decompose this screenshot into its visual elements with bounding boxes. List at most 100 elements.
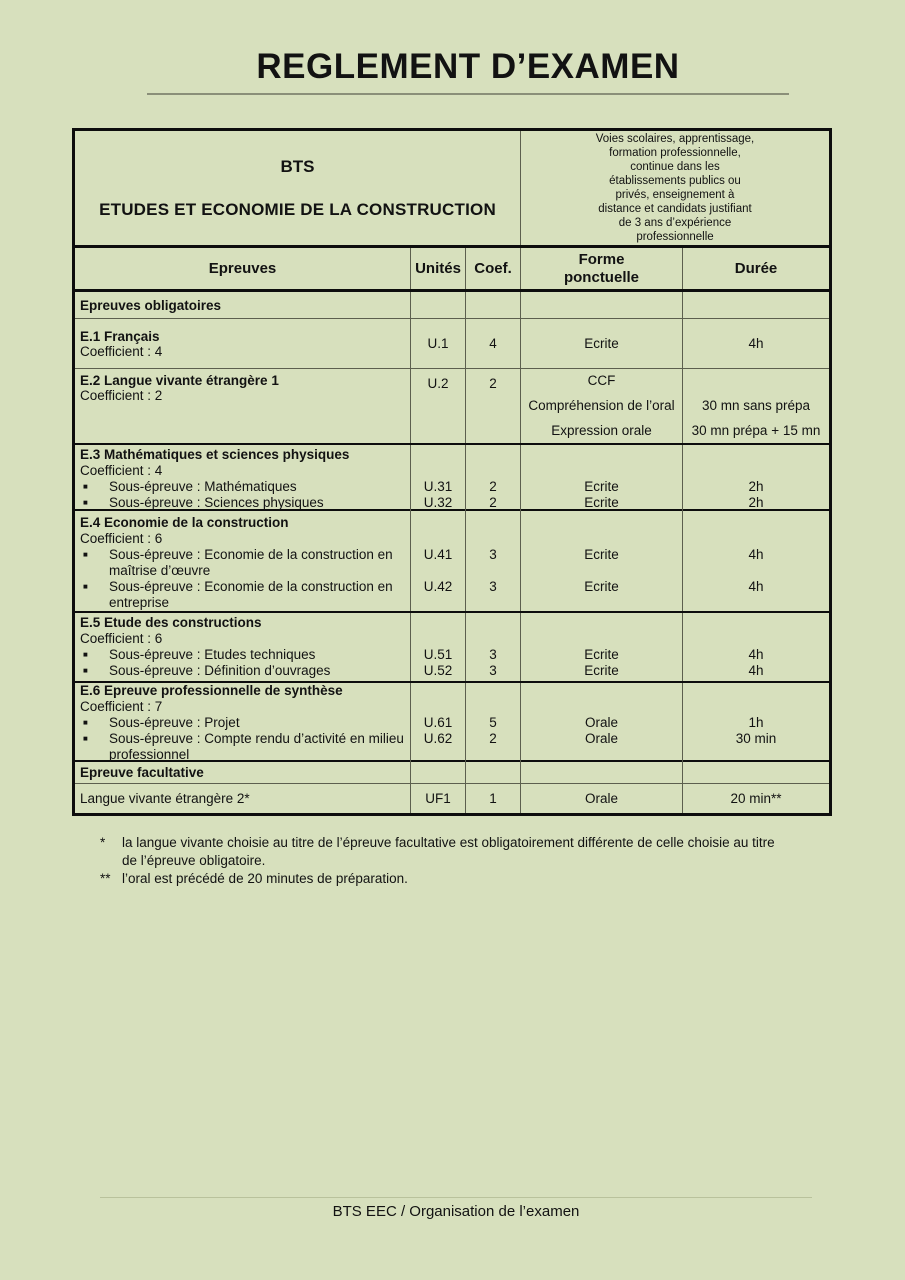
e6-sub2-duree: 30 min: [735, 731, 777, 746]
row-e1-francais: E.1 Français Coefficient : 4 U.1 4 Ecrit…: [75, 318, 829, 368]
e3-coef-cell: 2 2: [465, 445, 520, 511]
e6-sub1-duree: 1h: [748, 715, 764, 730]
e4-sub1-coef: 3: [489, 547, 497, 562]
e6-duree-cell: 1h 30 min: [682, 683, 829, 763]
e6-coef-cell: 5 2: [465, 683, 520, 763]
e4-sub2-coef: 3: [489, 579, 497, 594]
footnote-2: ** l’oral est précédé de 20 minutes de p…: [100, 870, 790, 888]
e3-sub1-duree: 2h: [748, 479, 764, 494]
footnote-2-text: l’oral est précédé de 20 minutes de prép…: [122, 871, 408, 886]
program-title: ETUDES ET ECONOMIE DE LA CONSTRUCTION: [99, 199, 496, 219]
e4-coef-cell: 3 3: [465, 511, 520, 611]
e5-sub1-forme: Ecrite: [584, 647, 619, 662]
e6-sub2-forme: Orale: [584, 731, 618, 746]
e6-sub1: ■ Sous-épreuve : Projet: [80, 715, 240, 731]
e3-duree-cell: 2h 2h: [682, 445, 829, 511]
e3-sub2-forme: Ecrite: [584, 495, 619, 510]
e2-forme-ccf: CCF: [587, 373, 616, 388]
footer-text: BTS EEC / Organisation de l’examen: [332, 1203, 580, 1220]
e2-coef: 2: [465, 369, 520, 443]
bullet-icon: ■: [83, 550, 88, 559]
bullet-icon: ■: [83, 650, 88, 659]
header-duree: Durée: [682, 248, 829, 289]
e5-sub1-coef: 3: [489, 647, 497, 662]
row-e3-mathematiques: E.3 Mathématiques et sciences physiques …: [75, 443, 829, 511]
footnote-2-marker: **: [100, 871, 111, 886]
e4-sub1-unite: U.41: [423, 547, 453, 562]
e6-sub2-unite: U.62: [423, 731, 453, 746]
footnotes: * la langue vivante choisie au titre de …: [100, 834, 790, 888]
row-e4-economie: E.4 Economie de la construction Coeffici…: [75, 509, 829, 611]
e4-sub2-forme: Ecrite: [584, 579, 619, 594]
title-block: REGLEMENT D’EXAMEN: [147, 46, 789, 95]
row-epreuves-obligatoires: Epreuves obligatoires: [75, 289, 829, 318]
e6-sub1-coef: 5: [489, 715, 497, 730]
e2-duree-expression: 30 mn prépa + 15 mn: [691, 423, 821, 438]
e5-title: E.5 Etude des constructions: [80, 615, 262, 630]
e4-sub2-unite: U.42: [423, 579, 453, 594]
bts-label: BTS: [280, 156, 315, 176]
e4-sub1-duree: 4h: [748, 547, 764, 562]
e6-forme-cell: Orale Orale: [520, 683, 682, 763]
e5-sub2-duree: 4h: [748, 663, 764, 678]
e6-title: E.6 Epreuve professionnelle de synthèse: [80, 683, 343, 698]
footnote-1: * la langue vivante choisie au titre de …: [100, 834, 790, 870]
bullet-icon: ■: [83, 582, 88, 591]
obligatoires-label: Epreuves obligatoires: [80, 297, 222, 313]
header-forme-ponctuelle: Forme ponctuelle: [520, 248, 682, 289]
e2-title: E.2 Langue vivante étrangère 1: [80, 373, 279, 388]
e5-sub1-label: Sous-épreuve : Etudes techniques: [109, 647, 316, 662]
e3-sub1-coef: 2: [489, 479, 497, 494]
lv2-forme: Orale: [520, 784, 682, 813]
table-header-row: Epreuves Unités Coef. Forme ponctuelle D…: [75, 245, 829, 289]
e3-sub1: ■ Sous-épreuve : Mathématiques: [80, 479, 297, 495]
e6-sub2: ■ Sous-épreuve : Compte rendu d’activité…: [80, 731, 404, 763]
e5-unites-cell: U.51 U.52: [410, 613, 465, 681]
lv2-coef: 1: [465, 784, 520, 813]
page-title: REGLEMENT D’EXAMEN: [256, 47, 680, 86]
e1-unite: U.1: [410, 319, 465, 368]
e4-sub1-label: Sous-épreuve : Economie de la constructi…: [109, 547, 393, 578]
e5-sub2-unite: U.52: [423, 663, 453, 678]
page-footer: BTS EEC / Organisation de l’examen: [100, 1197, 812, 1220]
bullet-icon: ■: [83, 734, 88, 743]
bullet-icon: ■: [83, 666, 88, 675]
e2-coeff: Coefficient : 2: [80, 388, 163, 403]
e5-coef-cell: 3 3: [465, 613, 520, 681]
e4-sub1-forme: Ecrite: [584, 547, 619, 562]
e4-unites-cell: U.41 U.42: [410, 511, 465, 611]
e2-forme-comprehension: Compréhension de l’oral: [528, 398, 675, 413]
e5-sub1-unite: U.51: [423, 647, 453, 662]
title-underline: [147, 93, 789, 95]
header-coef: Coef.: [465, 248, 520, 289]
e4-sub2: ■ Sous-épreuve : Economie de la construc…: [80, 579, 393, 611]
e3-unites-cell: U.31 U.32: [410, 445, 465, 511]
e4-sub1: ■ Sous-épreuve : Economie de la construc…: [80, 547, 393, 579]
row-e5-etude-constructions: E.5 Etude des constructions Coefficient …: [75, 611, 829, 681]
e4-duree-cell: 4h 4h: [682, 511, 829, 611]
e2-unite: U.2: [410, 369, 465, 443]
e5-sub2-forme: Ecrite: [584, 663, 619, 678]
e1-duree: 4h: [682, 319, 829, 368]
e2-duree-comprehension: 30 mn sans prépa: [701, 398, 811, 413]
exam-regulation-table: BTS ETUDES ET ECONOMIE DE LA CONSTRUCTIO…: [72, 128, 832, 816]
e6-sub2-coef: 2: [489, 731, 497, 746]
e1-coeff: Coefficient : 4: [80, 343, 163, 359]
e3-coeff: Coefficient : 4: [80, 463, 163, 478]
row-e6-epreuve-professionnelle: E.6 Epreuve professionnelle de synthèse …: [75, 681, 829, 763]
row-e2-langue-vivante-1: E.2 Langue vivante étrangère 1 Coefficie…: [75, 368, 829, 443]
lv2-unite: UF1: [410, 784, 465, 813]
footer-rule: [100, 1197, 812, 1198]
bullet-icon: ■: [83, 482, 88, 491]
facultative-label: Epreuve facultative: [80, 765, 204, 780]
e6-sub2-label: Sous-épreuve : Compte rendu d’activité e…: [109, 731, 404, 762]
footnote-1-text: la langue vivante choisie au titre de l’…: [122, 835, 775, 868]
e3-title: E.3 Mathématiques et sciences physiques: [80, 447, 350, 462]
e5-sub1: ■ Sous-épreuve : Etudes techniques: [80, 647, 315, 663]
e5-coeff: Coefficient : 6: [80, 631, 163, 646]
e5-forme-cell: Ecrite Ecrite: [520, 613, 682, 681]
e3-sub2-label: Sous-épreuve : Sciences physiques: [109, 495, 324, 510]
e4-title: E.4 Economie de la construction: [80, 515, 289, 530]
e4-forme-cell: Ecrite Ecrite: [520, 511, 682, 611]
